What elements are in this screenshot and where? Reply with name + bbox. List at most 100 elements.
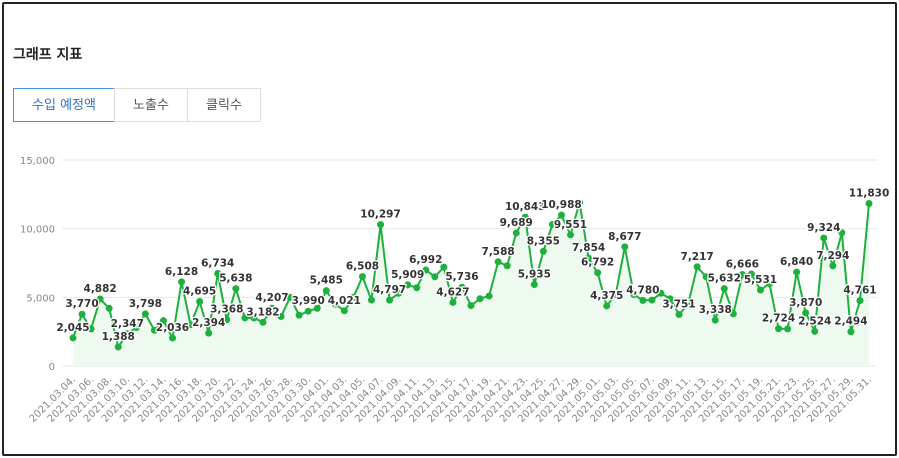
point [494,258,502,266]
point [784,325,792,333]
y-tick-label: 0 [49,362,55,373]
value-label: 5,935 [518,268,551,280]
value-label: 4,375 [590,290,623,302]
point [747,270,755,278]
point [756,286,764,294]
point [738,270,746,278]
value-label: 5,736 [445,271,478,283]
value-label: 9,324 [807,222,840,234]
point [648,296,656,304]
point [422,266,430,274]
point [440,263,448,271]
value-label: 4,882 [84,283,117,295]
value-label: 3,751 [662,298,695,310]
value-label: 5,485 [310,275,343,287]
point [358,273,366,281]
point [503,262,511,270]
value-label: 2,724 [762,313,795,325]
point [476,295,484,303]
value-label: 6,734 [201,258,234,270]
value-label: 2,394 [192,317,225,329]
point [187,321,195,329]
point [720,285,728,293]
value-label: 4,780 [626,284,659,296]
point [150,326,158,334]
point [793,268,801,276]
point [567,231,574,239]
value-label: 7,294 [816,250,849,262]
point [766,280,773,288]
point [277,313,285,321]
value-label: 2,347 [111,318,144,330]
point [250,314,258,322]
value-label: 5,909 [391,269,424,281]
point [232,285,240,293]
point [585,254,593,262]
point [159,317,167,325]
point [368,296,375,304]
point [612,291,620,299]
value-label: 3,798 [129,298,162,310]
point [96,295,104,303]
point [141,310,149,318]
value-label: 7,588 [482,246,515,258]
value-label: 6,992 [409,254,442,266]
value-label: 4,695 [183,286,216,298]
value-label: 7,854 [572,242,605,254]
point [349,293,357,301]
point [548,221,556,229]
point [847,328,855,336]
value-label: 2,036 [156,322,189,334]
point [684,300,692,308]
point [132,324,140,332]
value-label: 4,627 [436,286,469,298]
value-label: 5,638 [219,273,252,285]
value-label: 6,666 [726,258,759,270]
point [304,307,312,315]
value-label: 3,368 [210,304,243,316]
point [811,327,819,335]
point [829,262,837,270]
point [295,311,303,319]
point [178,278,186,286]
y-tick-label: 15,000 [20,156,55,167]
value-label: 4,797 [373,284,406,296]
value-label: 8,677 [608,231,641,243]
value-label: 2,524 [798,315,831,327]
point [865,200,873,208]
point [702,273,710,281]
point [820,234,828,242]
value-label: 2,045 [56,322,89,334]
point [711,316,719,324]
value-label: 4,021 [328,295,361,307]
point [241,314,249,322]
point [313,304,321,312]
point [639,296,647,304]
value-label: 3,770 [65,298,98,310]
point [87,325,95,333]
y-tick-label: 10,000 [20,225,55,236]
point [802,309,810,317]
point [286,293,294,301]
point [657,289,665,297]
point [123,330,131,338]
tab[interactable]: 클릭수 [187,88,261,122]
value-label: 4,761 [843,285,876,297]
point [557,211,565,219]
point [512,229,520,237]
tab[interactable]: 수입 예정액 [13,88,115,122]
point [521,213,529,221]
point [530,280,538,288]
point [603,302,611,310]
point [630,291,638,299]
value-label: 10,843 [505,201,546,213]
point [449,298,457,306]
point [775,325,783,333]
point [431,273,439,281]
point [322,287,330,295]
point [621,243,629,251]
point [196,298,204,306]
value-label: 10,988 [541,199,582,211]
